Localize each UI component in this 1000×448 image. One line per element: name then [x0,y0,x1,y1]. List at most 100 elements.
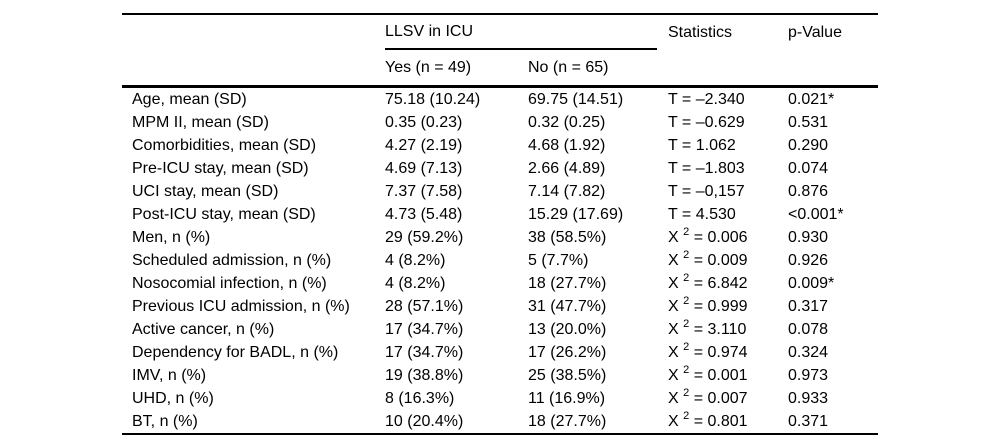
row-label-cell: Nosocomial infection, n (%) [132,275,327,292]
row-label-cell: Men, n (%) [132,229,211,246]
p-value-cell: 0.371 [788,413,829,430]
no-value-cell: 18 (27.7%) [528,413,607,430]
table-row: IMV, n (%) 19 (38.8%) 25 (38.5%) X 2 = 0.00… [122,364,878,387]
yes-value-cell: 4.69 (7.13) [385,160,463,177]
chi-square-exponent: 2 [683,318,690,330]
chi-square-exponent: 2 [683,272,690,284]
yes-value-cell: 75.18 (10.24) [385,91,481,108]
table-header-subrow: Yes (n = 49) No (n = 65) [122,50,878,85]
row-label-cell: Age, mean (SD) [132,91,247,108]
no-value-cell: 69.75 (14.51) [528,91,624,108]
chi-square-exponent: 2 [683,249,690,261]
yes-value-cell: 4.27 (2.19) [385,137,463,154]
table-row: MPM II, mean (SD) 0.35 (0.23) 0.32 (0.25) T… [122,111,878,134]
yes-value-cell: 4 (8.2%) [385,252,446,269]
chi-square-exponent: 2 [683,410,690,422]
yes-value-cell: 0.35 (0.23) [385,114,463,131]
table-row: Pre-ICU stay, mean (SD) 4.69 (7.13) 2.66 (… [122,157,878,180]
statistic-cell: T = –0,157 [668,183,745,200]
yes-value-cell: 10 (20.4%) [385,413,464,430]
row-label-cell: Post-ICU stay, mean (SD) [132,206,316,223]
row-label-cell: MPM II, mean (SD) [132,114,269,131]
no-value-cell: 17 (26.2%) [528,344,607,361]
table-top-rule [122,13,878,15]
column-header-yes: Yes (n = 49) [385,58,472,76]
row-label-cell: Scheduled admission, n (%) [132,252,332,269]
statistic-cell: X 2 = 0.007 [668,387,748,407]
no-value-cell: 5 (7.7%) [528,252,589,269]
p-value-cell: 0.078 [788,321,829,338]
row-label-cell: Comorbidities, mean (SD) [132,137,317,154]
row-label-cell: Previous ICU admission, n (%) [132,298,350,315]
no-value-cell: 38 (58.5%) [528,229,607,246]
statistic-cell: X 2 = 0.006 [668,226,748,246]
statistic-cell: T = –2.340 [668,91,745,108]
no-value-cell: 18 (27.7%) [528,275,607,292]
no-value-cell: 7.14 (7.82) [528,183,606,200]
p-value-cell: 0.021* [788,91,835,108]
p-value-cell: 0.324 [788,344,829,361]
yes-value-cell: 29 (59.2%) [385,229,464,246]
yes-value-cell: 17 (34.7%) [385,321,464,338]
table-row: Age, mean (SD) 75.18 (10.24) 69.75 (14.51)… [122,88,878,111]
table-row: Dependency for BADL, n (%) 17 (34.7%) 17 (… [122,341,878,364]
p-value-cell: 0.317 [788,298,829,315]
statistic-cell: X 2 = 0.999 [668,295,748,315]
table-row: BT, n (%) 10 (20.4%) 18 (27.7%) X 2 = 0.801… [122,410,878,433]
chi-square-exponent: 2 [683,341,690,353]
table-header-rule [122,85,878,88]
p-value-cell: 0.933 [788,390,829,407]
no-value-cell: 15.29 (17.69) [528,206,624,223]
statistic-cell: X 2 = 3.110 [668,318,747,338]
no-value-cell: 2.66 (4.89) [528,160,606,177]
no-value-cell: 25 (38.5%) [528,367,607,384]
no-value-cell: 4.68 (1.92) [528,137,606,154]
table-header-group-row: LLSV in ICU Statistics p-Value [122,15,878,50]
statistic-cell: X 2 = 0.974 [668,341,748,361]
row-label-cell: IMV, n (%) [132,367,207,384]
group-header-label: LLSV in ICU [385,22,474,40]
chi-square-exponent: 2 [683,387,690,399]
p-value-cell: 0.290 [788,137,829,154]
no-value-cell: 31 (47.7%) [528,298,607,315]
chi-square-exponent: 2 [683,364,690,376]
statistic-cell: X 2 = 0.801 [668,410,748,430]
yes-value-cell: 4.73 (5.48) [385,206,463,223]
column-header-statistics: Statistics [668,23,733,41]
yes-value-cell: 28 (57.1%) [385,298,464,315]
table-row: Comorbidities, mean (SD) 4.27 (2.19) 4.68 … [122,134,878,157]
yes-value-cell: 17 (34.7%) [385,344,464,361]
no-value-cell: 13 (20.0%) [528,321,607,338]
table-row: Scheduled admission, n (%) 4 (8.2%) 5 (7.7… [122,249,878,272]
yes-value-cell: 4 (8.2%) [385,275,446,292]
statistic-cell: X 2 = 0.009 [668,249,748,269]
statistic-cell: T = 4.530 [668,206,736,223]
no-value-cell: 11 (16.9%) [528,390,606,407]
column-header-pvalue: p-Value [788,23,842,41]
table-row: Post-ICU stay, mean (SD) 4.73 (5.48) 15.29… [122,203,878,226]
p-value-cell: 0.074 [788,160,829,177]
chi-square-exponent: 2 [683,295,690,307]
table-row: UCI stay, mean (SD) 7.37 (7.58) 7.14 (7.82… [122,180,878,203]
p-value-cell: 0.876 [788,183,829,200]
p-value-cell: 0.009* [788,275,835,292]
statistic-cell: T = –1.803 [668,160,745,177]
yes-value-cell: 19 (38.8%) [385,367,464,384]
yes-value-cell: 7.37 (7.58) [385,183,463,200]
p-value-cell: 0.531 [788,114,829,131]
statistic-cell: T = 1.062 [668,137,736,154]
column-group-header: LLSV in ICU [385,15,657,50]
statistics-table: LLSV in ICU Statistics p-Value Yes (n = … [122,13,878,435]
statistic-cell: T = –0.629 [668,114,745,131]
row-label-cell: Dependency for BADL, n (%) [132,344,339,361]
table-row: UHD, n (%) 8 (16.3%) 11 (16.9%) X 2 = 0.007… [122,387,878,410]
table-bottom-rule [122,433,878,435]
row-label-cell: BT, n (%) [132,413,198,430]
yes-value-cell: 8 (16.3%) [385,390,455,407]
table-row: Nosocomial infection, n (%) 4 (8.2%) 18 (2… [122,272,878,295]
no-value-cell: 0.32 (0.25) [528,114,606,131]
statistic-cell: X 2 = 6.842 [668,272,748,292]
column-header-no: No (n = 65) [528,58,609,76]
chi-square-exponent: 2 [683,226,690,238]
